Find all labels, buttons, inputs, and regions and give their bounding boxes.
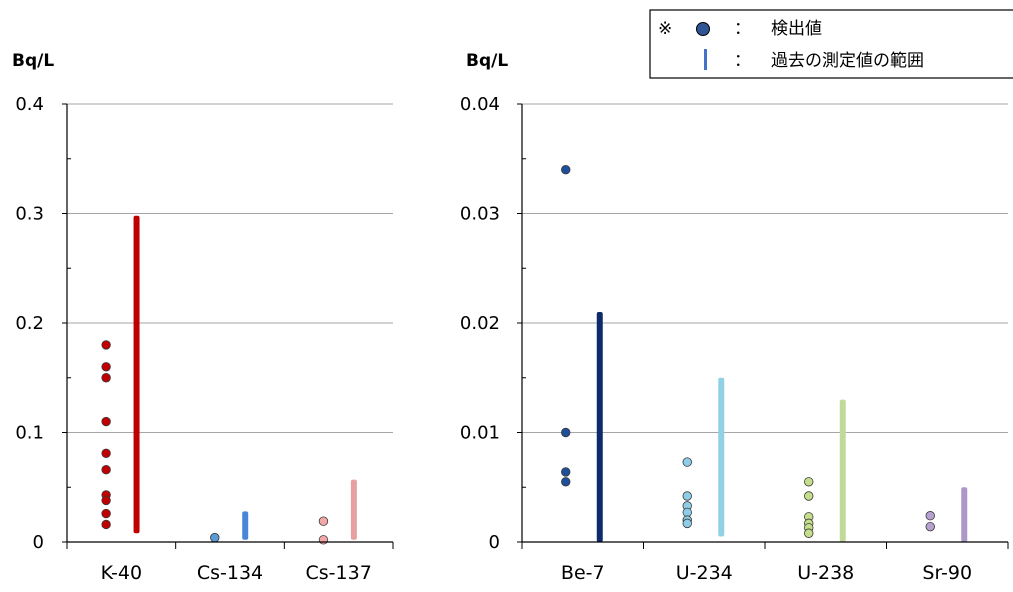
left-data-marks	[101, 215, 357, 545]
detected-point-k-40	[101, 362, 111, 372]
legend-detected-label: 検出値	[771, 19, 822, 39]
right-axes	[517, 103, 1009, 549]
left-y-unit: Bq/L	[12, 51, 54, 71]
detected-point-be-7	[561, 164, 571, 175]
detected-point-k-40	[101, 373, 111, 383]
category-label-u-238: U-238	[797, 562, 854, 584]
range-bar-cs-137	[350, 479, 357, 540]
range-bar-u-238	[839, 399, 846, 542]
right-y-unit: Bq/L	[466, 51, 508, 71]
right-gridlines	[522, 103, 1008, 433]
category-label-be-7: Be-7	[561, 562, 605, 584]
legend-detected-marker	[696, 22, 710, 36]
category-label-sr-90: Sr-90	[922, 562, 972, 584]
category-label-cs-134: Cs-134	[197, 562, 263, 584]
legend-colon-1: ：	[734, 19, 751, 39]
detected-point-k-40	[101, 340, 111, 350]
right-y-tick-label: 0.02	[460, 313, 500, 334]
left-y-tick-label: 0.4	[15, 94, 44, 115]
legend-colon-2: ：	[734, 51, 751, 71]
category-label-k-40: K-40	[101, 562, 143, 584]
range-bar-k-40	[133, 215, 140, 534]
detected-point-cs-137	[318, 535, 329, 545]
detected-point-be-7	[561, 467, 571, 477]
detected-point-u-238	[804, 491, 814, 501]
detected-point-u-234	[682, 518, 692, 529]
detected-point-k-40	[101, 465, 111, 475]
legend-range-label: 過去の測定値の範囲	[771, 51, 924, 71]
range-bar-be-7	[596, 312, 603, 542]
detected-point-k-40	[101, 448, 111, 459]
left-y-tick-label: 0.1	[15, 423, 44, 444]
detected-point-k-40	[101, 416, 111, 427]
legend-range-marker	[704, 49, 707, 70]
detected-point-sr-90	[925, 511, 935, 521]
left-y-tick-label: 0.3	[15, 204, 44, 225]
detected-point-u-234	[682, 457, 692, 467]
range-bar-sr-90	[961, 487, 968, 542]
right-y-tick-label: 0	[489, 532, 500, 553]
chart-right: Bq/L 0 0.01 0.02 0.03 0.04 Be-7 U-234 U-238 Sr-…	[460, 51, 1009, 584]
left-gridlines	[67, 103, 393, 433]
right-y-tick-label: 0.01	[460, 423, 500, 444]
range-bar-cs-134	[242, 511, 249, 540]
range-bar-u-234	[718, 377, 725, 537]
right-y-tick-label: 0.04	[460, 94, 500, 115]
right-data-marks	[561, 164, 968, 542]
detected-point-k-40	[101, 495, 111, 506]
right-y-tick-labels: 0 0.01 0.02 0.03 0.04	[460, 94, 500, 553]
detected-point-be-7	[561, 427, 571, 438]
detected-point-be-7	[561, 477, 571, 487]
left-axes	[62, 103, 394, 549]
category-label-u-234: U-234	[676, 562, 733, 584]
detected-point-u-238	[804, 477, 814, 487]
right-category-labels: Be-7 U-234 U-238 Sr-90	[561, 562, 972, 584]
detected-point-cs-137	[318, 516, 329, 526]
right-y-tick-label: 0.03	[460, 204, 500, 225]
chart-left: Bq/L 0 0.1 0.2 0.3 0.4 K-40 Cs-134 Cs-137	[12, 51, 394, 584]
detected-point-cs-134	[210, 532, 220, 543]
category-label-cs-137: Cs-137	[306, 562, 372, 584]
detected-point-sr-90	[925, 521, 935, 532]
detected-point-k-40	[101, 519, 111, 530]
left-y-tick-label: 0.2	[15, 313, 44, 334]
detected-point-k-40	[101, 508, 111, 519]
legend-note-symbol: ※	[658, 19, 672, 39]
legend: ※ ： 検出値 ： 過去の測定値の範囲	[649, 9, 1013, 79]
left-category-labels: K-40 Cs-134 Cs-137	[101, 562, 372, 584]
legend-frame	[649, 9, 1013, 79]
left-y-tick-labels: 0 0.1 0.2 0.3 0.4	[15, 94, 44, 553]
left-y-tick-label: 0	[33, 532, 44, 553]
detected-point-u-238	[804, 528, 814, 538]
detected-point-u-234	[682, 491, 692, 501]
